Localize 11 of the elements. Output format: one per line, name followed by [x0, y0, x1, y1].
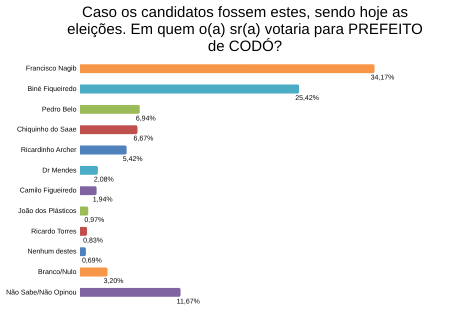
bar [80, 125, 138, 134]
bar [80, 206, 88, 216]
bar [80, 84, 300, 94]
bar [80, 166, 98, 175]
bar [80, 288, 181, 297]
chart-title: Caso os candidatos fossem estes, sendo hoje as eleições. Em quem o(a) sr(a) votaria para PREFEITO de CODÓ? [67, 4, 423, 55]
bar [80, 186, 97, 196]
bar [80, 267, 108, 277]
bar [80, 64, 375, 74]
bar [80, 104, 140, 114]
bar [80, 145, 127, 155]
